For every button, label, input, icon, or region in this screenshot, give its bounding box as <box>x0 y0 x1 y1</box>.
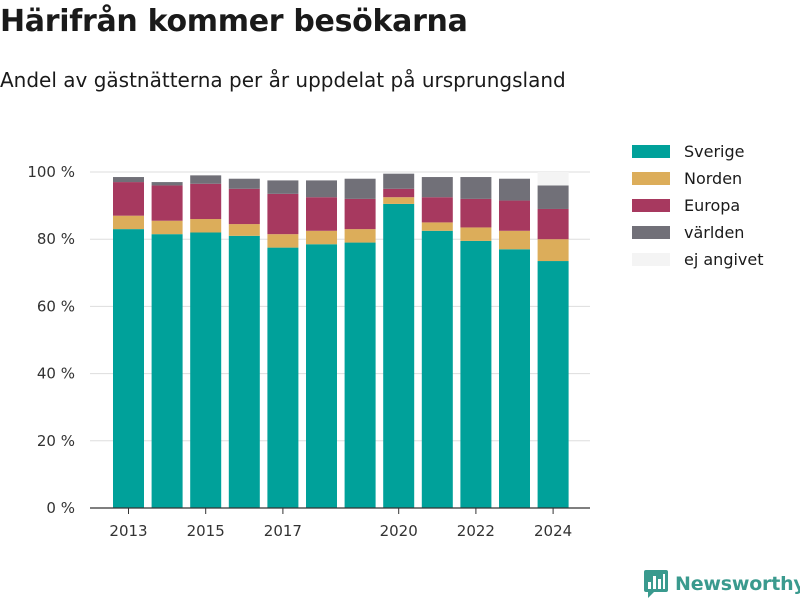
bar-segment-Sverige <box>460 240 492 508</box>
legend-swatch <box>632 199 670 212</box>
legend-item: ej angivet <box>632 246 764 273</box>
bar-segment-Europa <box>228 188 260 225</box>
bar-segment-världen <box>151 182 183 186</box>
x-tick-label: 2015 <box>187 522 225 540</box>
legend-label: ej angivet <box>684 250 764 269</box>
legend-swatch <box>632 145 670 158</box>
bar-segment-världen <box>421 177 453 198</box>
x-tick-label: 2022 <box>457 522 495 540</box>
bar-segment-Sverige <box>499 249 530 508</box>
bar-segment-världen <box>306 180 337 198</box>
bar-segment-världen <box>499 178 530 201</box>
bar-segment-Norden <box>460 227 492 241</box>
bar-segment-världen <box>267 180 299 194</box>
y-tick-label: 100 % <box>27 163 75 181</box>
y-tick-label: 40 % <box>37 365 75 383</box>
bar-segment-Norden <box>306 230 337 245</box>
bar-segment-Sverige <box>267 247 299 508</box>
bar-segment-Sverige <box>421 230 453 509</box>
bar-segment-världen <box>190 175 222 184</box>
legend-swatch <box>632 172 670 185</box>
bar-segment-Sverige <box>228 235 260 508</box>
bar-segment-världen <box>537 185 569 209</box>
bar-segment-Sverige <box>383 203 415 509</box>
bar-segment-Norden <box>499 230 530 250</box>
bar-segment-Europa <box>460 198 492 228</box>
brand-name: Newsworthy <box>675 573 800 595</box>
bar-segment-världen <box>344 178 376 199</box>
legend-item: Europa <box>632 192 764 219</box>
bar-segment-Norden <box>421 222 453 231</box>
chart-legend: Sverige Norden Europa världen ej angivet <box>632 138 764 273</box>
bar-segment-ej-angivet <box>537 172 569 186</box>
legend-swatch <box>632 253 670 266</box>
bar-segment-Europa <box>267 193 299 235</box>
y-tick-label: 20 % <box>37 432 75 450</box>
bar-segment-Sverige <box>306 244 337 509</box>
bar-segment-världen <box>113 177 144 183</box>
chart-subtitle: Andel av gästnätterna per år uppdelat på… <box>0 68 566 92</box>
x-tick-label: 2013 <box>109 522 147 540</box>
x-tick-label: 2017 <box>264 522 302 540</box>
brand-logo: Newsworthy <box>644 570 800 598</box>
y-tick-label: 60 % <box>37 297 75 315</box>
legend-label: Sverige <box>684 142 745 161</box>
bar-segment-Sverige <box>190 232 222 509</box>
bar-segment-Norden <box>113 215 144 230</box>
bar-segment-Europa <box>306 197 337 231</box>
bar-segment-Europa <box>190 183 222 220</box>
x-tick-label: 2020 <box>380 522 418 540</box>
bar-segment-Norden <box>383 197 415 204</box>
legend-item: Sverige <box>632 138 764 165</box>
bar-segment-Norden <box>190 219 222 233</box>
legend-item: Norden <box>632 165 764 192</box>
bar-segment-världen <box>460 177 492 199</box>
bar-segment-Norden <box>344 229 376 243</box>
bar-segment-Europa <box>383 188 415 198</box>
y-tick-label: 80 % <box>37 230 75 248</box>
bar-segment-Europa <box>537 208 569 240</box>
newsworthy-logo-icon <box>644 570 668 598</box>
legend-swatch <box>632 226 670 239</box>
legend-item: världen <box>632 219 764 246</box>
legend-label: Europa <box>684 196 741 215</box>
bar-segment-Sverige <box>151 234 183 508</box>
bar-segment-Norden <box>151 220 183 235</box>
bar-segment-Europa <box>499 200 530 231</box>
x-tick-label: 2024 <box>534 522 572 540</box>
bar-segment-Europa <box>113 182 144 216</box>
bar-segment-Europa <box>421 197 453 223</box>
legend-label: Norden <box>684 169 743 188</box>
bar-segment-Sverige <box>537 261 569 508</box>
chart-title: Härifrån kommer besökarna <box>0 4 468 39</box>
bar-segment-Sverige <box>113 229 144 508</box>
y-tick-label: 0 % <box>46 499 75 517</box>
bar-segment-Europa <box>151 185 183 221</box>
bar-segment-Norden <box>537 239 569 262</box>
bar-segment-världen <box>383 173 415 189</box>
bar-segment-Europa <box>344 198 376 230</box>
bar-segment-världen <box>228 178 260 189</box>
legend-label: världen <box>684 223 745 242</box>
bar-segment-Sverige <box>344 242 376 508</box>
bar-segment-Norden <box>228 224 260 236</box>
bar-segment-Norden <box>267 234 299 248</box>
